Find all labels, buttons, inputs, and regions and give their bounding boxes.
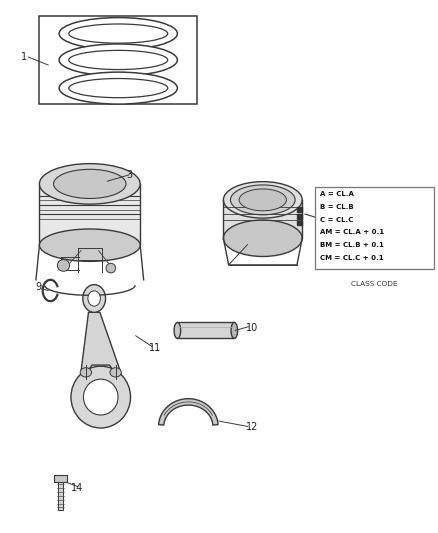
Text: A = CL.A: A = CL.A bbox=[320, 191, 353, 197]
Ellipse shape bbox=[71, 366, 131, 428]
Ellipse shape bbox=[231, 322, 237, 338]
Text: 11: 11 bbox=[149, 343, 162, 352]
Ellipse shape bbox=[106, 263, 116, 273]
Text: B = CL.B: B = CL.B bbox=[320, 204, 353, 210]
Polygon shape bbox=[81, 312, 120, 372]
Ellipse shape bbox=[88, 291, 100, 306]
Ellipse shape bbox=[57, 260, 70, 271]
Ellipse shape bbox=[39, 229, 140, 261]
Ellipse shape bbox=[223, 182, 302, 218]
Text: 9: 9 bbox=[35, 282, 42, 292]
Ellipse shape bbox=[230, 185, 295, 215]
Text: 14: 14 bbox=[71, 483, 83, 492]
Ellipse shape bbox=[53, 169, 126, 198]
Polygon shape bbox=[54, 475, 67, 482]
Polygon shape bbox=[223, 200, 302, 238]
Ellipse shape bbox=[69, 24, 168, 43]
Ellipse shape bbox=[69, 78, 168, 98]
Ellipse shape bbox=[83, 285, 106, 312]
Ellipse shape bbox=[239, 189, 286, 211]
Ellipse shape bbox=[59, 44, 177, 76]
Text: 3: 3 bbox=[126, 170, 132, 180]
Ellipse shape bbox=[110, 368, 121, 377]
Ellipse shape bbox=[174, 322, 180, 338]
Text: C = CL.C: C = CL.C bbox=[320, 216, 353, 223]
Text: 10: 10 bbox=[246, 323, 258, 333]
Polygon shape bbox=[58, 482, 63, 510]
Ellipse shape bbox=[69, 50, 168, 69]
Text: BM = CL.B + 0.1: BM = CL.B + 0.1 bbox=[320, 242, 384, 248]
Polygon shape bbox=[39, 184, 140, 245]
Text: 1: 1 bbox=[21, 52, 27, 62]
Ellipse shape bbox=[84, 379, 118, 415]
Ellipse shape bbox=[223, 220, 302, 256]
Ellipse shape bbox=[39, 164, 140, 204]
Ellipse shape bbox=[80, 368, 92, 377]
Polygon shape bbox=[177, 322, 234, 338]
Text: AM = CL.A + 0.1: AM = CL.A + 0.1 bbox=[320, 229, 384, 235]
Polygon shape bbox=[159, 399, 218, 425]
Text: CLASS CODE: CLASS CODE bbox=[351, 281, 398, 287]
FancyBboxPatch shape bbox=[315, 187, 434, 269]
Text: 12: 12 bbox=[246, 423, 258, 432]
Ellipse shape bbox=[59, 18, 177, 50]
Bar bbox=[39, 16, 197, 104]
Ellipse shape bbox=[59, 72, 177, 104]
Text: CM = CL.C + 0.1: CM = CL.C + 0.1 bbox=[320, 255, 383, 261]
